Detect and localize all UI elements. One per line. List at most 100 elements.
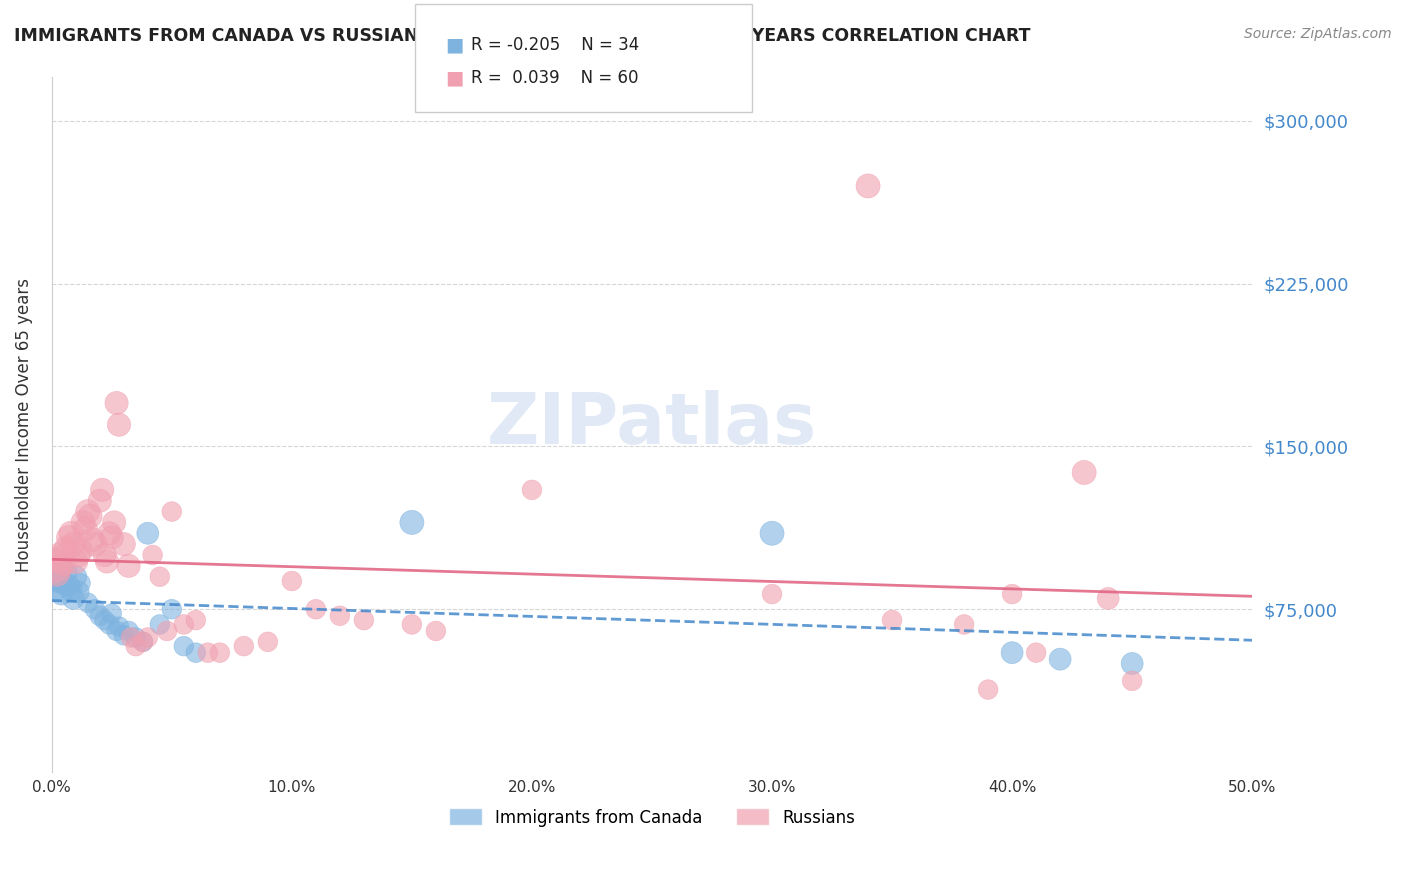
Point xyxy=(103,516,125,530)
Point xyxy=(401,617,423,632)
Point xyxy=(100,607,122,621)
Point xyxy=(117,624,139,638)
Point xyxy=(173,617,195,632)
Text: ■: ■ xyxy=(446,36,464,54)
Point xyxy=(89,493,111,508)
Point xyxy=(45,581,67,595)
Point xyxy=(89,608,111,623)
Point xyxy=(58,531,80,545)
Point xyxy=(1025,646,1047,660)
Point xyxy=(401,516,423,530)
Y-axis label: Householder Income Over 65 years: Householder Income Over 65 years xyxy=(15,277,32,572)
Point xyxy=(281,574,304,588)
Legend: Immigrants from Canada, Russians: Immigrants from Canada, Russians xyxy=(441,802,862,833)
Point xyxy=(136,631,159,645)
Point xyxy=(62,537,84,551)
Point xyxy=(93,613,115,627)
Point xyxy=(59,582,82,597)
Point xyxy=(91,483,114,497)
Point xyxy=(856,178,879,193)
Point xyxy=(425,624,447,638)
Point xyxy=(184,613,207,627)
Point xyxy=(136,526,159,541)
Point xyxy=(149,617,172,632)
Point xyxy=(197,646,219,660)
Point xyxy=(55,566,77,580)
Point xyxy=(953,617,976,632)
Point xyxy=(84,602,107,616)
Point xyxy=(48,574,70,588)
Point xyxy=(1049,652,1071,666)
Point xyxy=(69,543,91,558)
Point xyxy=(105,624,128,638)
Point xyxy=(52,576,75,591)
Point xyxy=(132,635,155,649)
Point xyxy=(160,505,183,519)
Point xyxy=(329,608,352,623)
Point xyxy=(76,596,98,610)
Point xyxy=(142,548,165,562)
Point xyxy=(75,522,97,536)
Point xyxy=(96,554,118,568)
Point xyxy=(58,578,80,592)
Point xyxy=(51,587,73,601)
Point xyxy=(125,631,148,645)
Point xyxy=(208,646,231,660)
Point xyxy=(880,613,903,627)
Point xyxy=(117,558,139,573)
Point xyxy=(761,587,783,601)
Point xyxy=(84,537,107,551)
Point xyxy=(67,585,90,599)
Point xyxy=(132,635,155,649)
Point xyxy=(59,526,82,541)
Text: ZIPatlas: ZIPatlas xyxy=(486,390,817,459)
Point xyxy=(76,505,98,519)
Point xyxy=(1097,591,1119,606)
Point xyxy=(82,533,104,547)
Point xyxy=(44,558,66,573)
Point xyxy=(125,639,148,653)
Point xyxy=(65,570,87,584)
Text: IMMIGRANTS FROM CANADA VS RUSSIAN HOUSEHOLDER INCOME OVER 65 YEARS CORRELATION C: IMMIGRANTS FROM CANADA VS RUSSIAN HOUSEH… xyxy=(14,27,1031,45)
Point xyxy=(120,631,142,645)
Point xyxy=(55,541,77,556)
Point xyxy=(232,639,254,653)
Text: Source: ZipAtlas.com: Source: ZipAtlas.com xyxy=(1244,27,1392,41)
Point xyxy=(173,639,195,653)
Point xyxy=(52,557,75,571)
Point xyxy=(79,508,101,523)
Point xyxy=(353,613,375,627)
Point xyxy=(256,635,278,649)
Point xyxy=(184,646,207,660)
Point xyxy=(1001,646,1024,660)
Point xyxy=(520,483,543,497)
Point xyxy=(98,617,121,632)
Point xyxy=(112,628,135,642)
Point xyxy=(160,602,183,616)
Point xyxy=(69,576,91,591)
Point xyxy=(98,526,121,541)
Point xyxy=(108,417,131,432)
Point xyxy=(51,548,73,562)
Text: ■: ■ xyxy=(446,69,464,87)
Point xyxy=(65,554,87,568)
Point xyxy=(1121,673,1143,688)
Point xyxy=(149,570,172,584)
Point xyxy=(112,537,135,551)
Point xyxy=(67,548,90,562)
Point xyxy=(62,591,84,606)
Point xyxy=(1073,466,1095,480)
Point xyxy=(305,602,328,616)
Point xyxy=(761,526,783,541)
Point xyxy=(1121,657,1143,671)
Point xyxy=(977,682,1000,697)
Point xyxy=(156,624,179,638)
Point xyxy=(105,396,128,410)
Point xyxy=(48,552,70,566)
Point xyxy=(44,570,66,584)
Text: R =  0.039    N = 60: R = 0.039 N = 60 xyxy=(471,69,638,87)
Point xyxy=(100,531,122,545)
Point xyxy=(45,566,67,580)
Point xyxy=(1001,587,1024,601)
Text: R = -0.205    N = 34: R = -0.205 N = 34 xyxy=(471,36,640,54)
